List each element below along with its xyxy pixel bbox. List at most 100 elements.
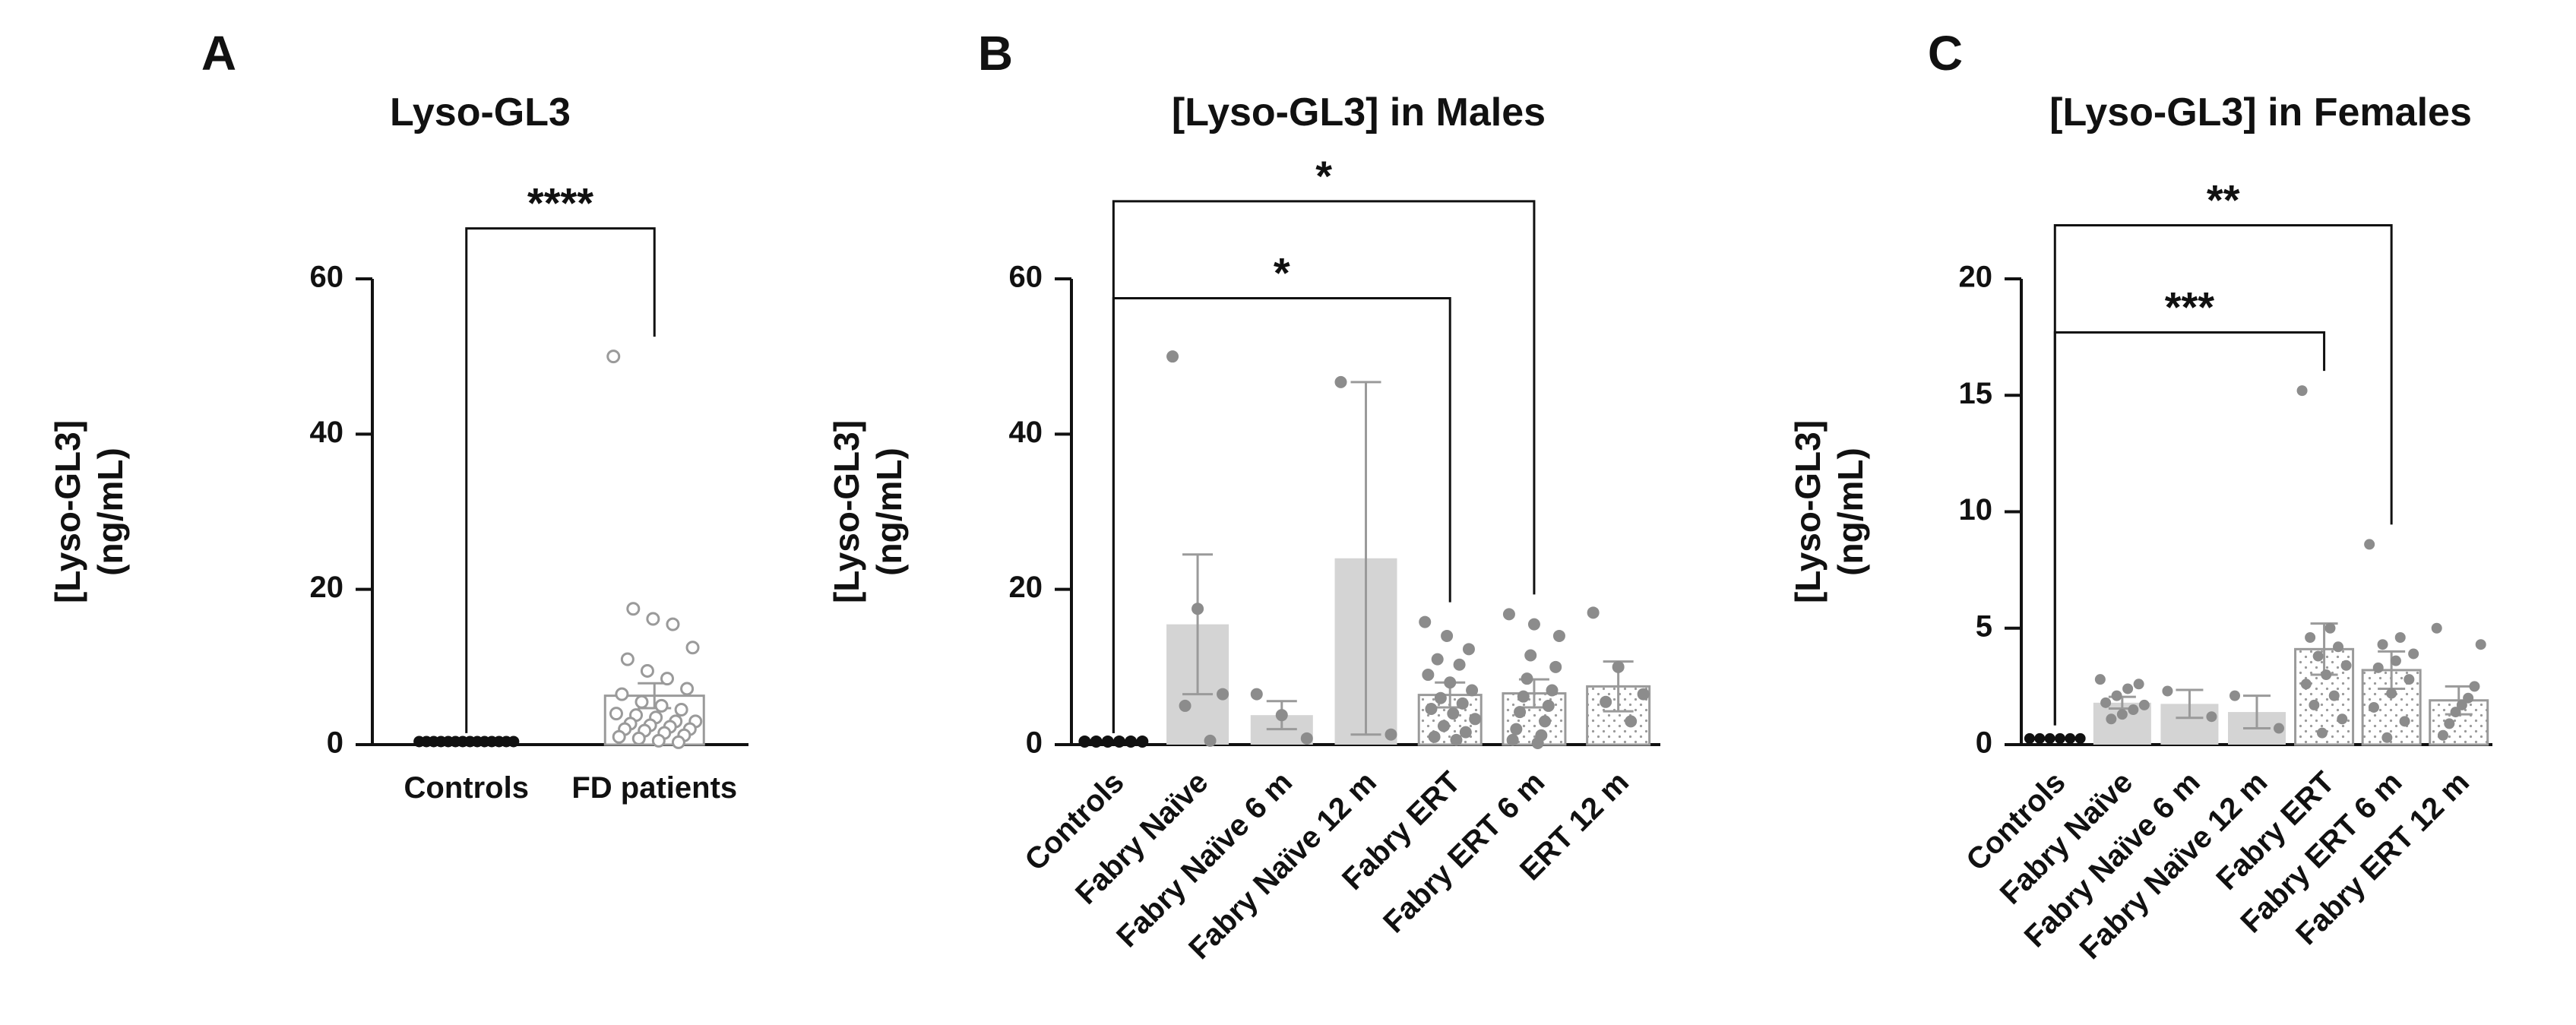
chart-a-y-tick-label: 40 [310, 416, 344, 449]
chart-b-fabry-ert-point [1456, 697, 1469, 710]
chart-b-y-tick-label: 40 [1009, 416, 1043, 449]
chart-b-fabry-ert-point [1422, 669, 1435, 682]
chart-b-fabry-ert-6-m-point [1552, 629, 1565, 642]
chart-a-y-axis-label-line: (ng/mL) [90, 448, 130, 576]
chart-c-fabry-ert-6-m-point [2394, 632, 2406, 644]
chart-c-fabry-ert-12-m-point [2475, 639, 2486, 650]
chart-c-fabry-na-ve-point [2106, 713, 2117, 725]
chart-a-fd-patients-point [631, 731, 646, 745]
chart-c-y-tick-label: 15 [1959, 377, 1993, 410]
chart-b-fabry-na-ve-point [1217, 688, 1229, 701]
chart-c-controls-point [2034, 732, 2046, 744]
chart-b-panel-letter: B [978, 26, 1013, 81]
chart-a-fd-patients-point [654, 698, 669, 713]
chart-c-significance-label: *** [2165, 283, 2215, 331]
chart-b-fabry-ert-point [1441, 629, 1454, 642]
chart-c-fabry-na-ve-12-m-point [2274, 723, 2284, 734]
chart-c-y-tick-label: 20 [1959, 261, 1993, 294]
chart-c-fabry-ert-6-m-point [2364, 539, 2375, 550]
chart-b-fabry-na-ve-point [1166, 350, 1179, 363]
chart-b-controls-point [1112, 735, 1125, 748]
chart-b-fabry-ert-point [1453, 658, 1466, 671]
chart-b-fabry-na-ve-point [1179, 699, 1191, 712]
chart-c-significance-bracket [2053, 331, 2326, 726]
chart-b-ert-12-m-point [1600, 695, 1612, 708]
chart-b-fabry-ert-point [1419, 615, 1432, 628]
chart-c-fabry-ert-point [2316, 727, 2328, 739]
chart-b-fabry-ert-6-m-point [1524, 649, 1537, 662]
chart-a-fd-patients-point [646, 612, 660, 626]
chart-b-fabry-ert-6-m-point [1546, 684, 1559, 697]
chart-a-fd-patients-point [680, 682, 695, 696]
chart-c-fabry-ert-point [2328, 690, 2340, 701]
chart-b-fabry-na-ve-12-m-point [1334, 375, 1347, 388]
chart-c-fabry-ert-point [2324, 622, 2336, 634]
chart-c-fabry-ert-12-m-point [2444, 718, 2455, 729]
chart-b-y-tick-label: 20 [1009, 571, 1043, 604]
chart-c-controls-point [2074, 732, 2086, 744]
chart-a-y-axis-label: [Lyso-GL3](ng/mL) [48, 420, 130, 603]
chart-c-fabry-ert-6-m-point [2408, 648, 2419, 660]
chart-b-fabry-na-ve-12-m-point [1385, 728, 1397, 741]
chart-b-controls-point [1090, 735, 1103, 748]
chart-c-fabry-ert-12-m-point [2438, 729, 2448, 741]
chart-a-fd-patients-point [674, 703, 688, 717]
chart-c-controls-point [2024, 732, 2035, 744]
chart-a-fd-patients-point [640, 663, 654, 678]
chart-b-fabry-ert-6-m-point [1502, 608, 1515, 621]
chart-c-controls-point [2054, 732, 2065, 744]
chart-c-fabry-ert-6-m-point [2399, 716, 2410, 727]
chart-b-fabry-na-ve-point [1191, 603, 1204, 615]
chart-a-fd-patients-point [620, 652, 635, 666]
chart-a-fd-patients-point [635, 694, 649, 709]
chart-c-fabry-na-ve-6-m-point [2206, 711, 2217, 723]
chart-c-fabry-ert-point [2337, 713, 2348, 725]
chart-c-fabry-ert-point [2296, 385, 2308, 397]
chart-c-y-axis-label: [Lyso-GL3](ng/mL) [1788, 420, 1870, 603]
chart-b-y-tick-label: 60 [1009, 261, 1043, 294]
chart-c-fabry-na-ve-point [2100, 697, 2112, 708]
chart-b-fabry-ert-6-m-point [1514, 706, 1527, 719]
chart-b-fabry-na-ve-6-m-point [1300, 732, 1313, 745]
chart-b-fabry-ert-6-m-point [1539, 715, 1552, 728]
chart-b-fabry-ert-6-m-point [1517, 690, 1530, 703]
chart-b-ert-12-m-point [1587, 606, 1600, 619]
chart-c-fabry-na-ve-point [2111, 690, 2122, 701]
chart-b-fabry-ert-point [1462, 643, 1475, 656]
chart-c-fabry-na-ve-point [2116, 709, 2128, 720]
chart-b-ert-12-m-point [1612, 660, 1625, 673]
chart-c-fabry-ert-12-m-point [2450, 707, 2461, 718]
chart-b-controls-point [1101, 735, 1114, 748]
chart-a-fd-patients-point [606, 350, 621, 364]
chart-c-significance-label: ** [2207, 176, 2240, 224]
chart-a-significance-label: **** [527, 179, 593, 227]
chart-a-fd-patients-point [612, 729, 626, 744]
chart-c-fabry-ert-point [2340, 660, 2352, 671]
chart-b-fabry-ert-point [1428, 730, 1441, 743]
chart-c-fabry-ert-12-m-point [2431, 622, 2442, 634]
chart-a-y-axis-label-line: [Lyso-GL3] [48, 420, 87, 603]
chart-b-controls-point [1136, 735, 1149, 748]
chart-c-fabry-ert-12-m-point [2469, 681, 2480, 692]
chart-c-fabry-na-ve-point [2122, 683, 2134, 694]
chart-b-fabry-ert-point [1425, 703, 1438, 716]
chart-a-y-tick-label: 60 [310, 261, 344, 294]
chart-b-controls-point [1125, 735, 1138, 748]
chart-c-fabry-ert-6-m-point [2390, 655, 2401, 666]
chart-b-fabry-ert-6-m-point [1549, 660, 1562, 673]
chart-b-fabry-ert-point [1469, 713, 1482, 726]
chart-c-y-tick-label: 0 [1976, 726, 1992, 760]
chart-b-ert-12-m-point [1637, 688, 1650, 701]
chart-c-fabry-ert-6-m-point [2372, 662, 2384, 673]
chart-b-y-axis-label-line: (ng/mL) [869, 448, 909, 576]
chart-c-fabry-na-ve-point [2094, 674, 2106, 685]
chart-a-title: Lyso-GL3 [390, 90, 571, 134]
chart-c-fabry-na-ve-12-m-point [2229, 690, 2240, 701]
chart-a-fd-patients-point [660, 672, 675, 686]
chart-a-fd-patients-point [609, 707, 623, 721]
chart-c-panel-letter: C [1928, 26, 1963, 81]
chart-c-fabry-ert-point [2309, 699, 2320, 710]
chart-b-fabry-na-ve-point [1204, 734, 1217, 747]
chart-b-fabry-ert-point [1466, 684, 1479, 697]
chart-c-fabry-ert-12-m-point [2456, 699, 2467, 710]
